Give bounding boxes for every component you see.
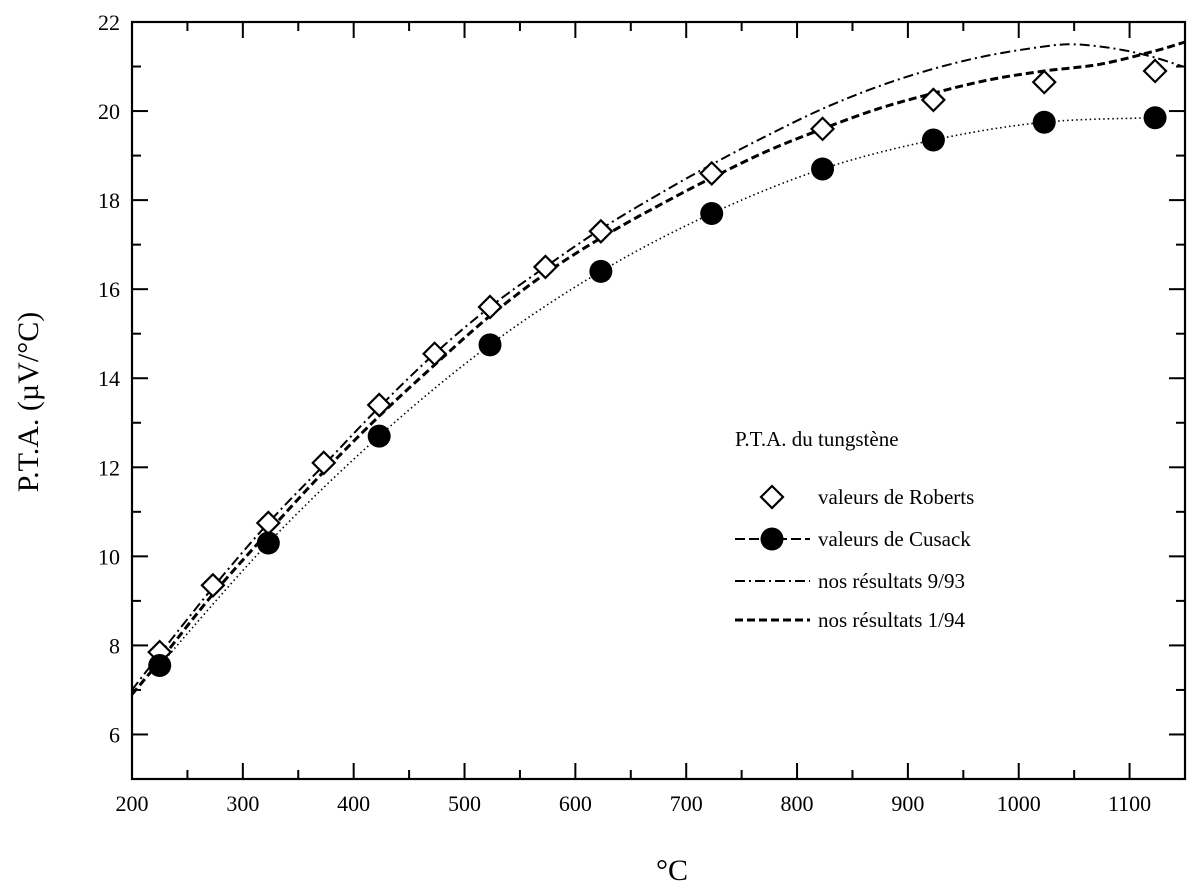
- data-point: [700, 201, 724, 225]
- legend-item: nos résultats 9/93: [735, 569, 965, 593]
- x-tick-label: 500: [448, 791, 481, 816]
- y-tick-label: 22: [98, 10, 120, 35]
- x-tick-label: 1000: [997, 791, 1041, 816]
- data-point: [256, 531, 280, 555]
- legend-swatch-marker: [760, 527, 784, 551]
- data-point: [921, 128, 945, 152]
- legend-label: nos résultats 9/93: [818, 569, 965, 593]
- data-point: [1032, 110, 1056, 134]
- series-line: [159, 116, 1156, 667]
- x-tick-label: 400: [337, 791, 370, 816]
- data-point: [148, 653, 172, 677]
- data-point: [588, 218, 614, 244]
- legend-label: valeurs de Roberts: [818, 485, 974, 509]
- y-tick-label: 10: [98, 544, 120, 569]
- axes: 200 300 400 500 600 700 800 900 1000 1100 6 8 10 12 14…: [98, 10, 1187, 816]
- x-tick-label: 600: [559, 791, 592, 816]
- data-point: [311, 450, 337, 476]
- data-point: [589, 259, 613, 283]
- legend-swatch-marker: [759, 484, 785, 510]
- y-tick-label: 12: [98, 455, 120, 480]
- legend: P.T.A. du tungstène valeurs de Roberts val…: [735, 427, 974, 632]
- y-tick-label: 8: [109, 633, 120, 658]
- y-axis-title: P.T.A. (µV/°C): [12, 312, 45, 492]
- y-tick-label: 20: [98, 99, 120, 124]
- legend-item: nos résultats 1/94: [735, 608, 965, 632]
- legend-item: valeurs de Roberts: [759, 484, 974, 510]
- series-line: [131, 43, 1184, 691]
- series-line-group-1: [159, 116, 1156, 667]
- series-line-group-3: [130, 40, 1186, 696]
- series-markers-0: [147, 58, 1168, 665]
- series-line-group-2: [131, 43, 1184, 691]
- x-tick-label: 800: [781, 791, 814, 816]
- data-point: [920, 87, 946, 113]
- x-tick-label: 300: [226, 791, 259, 816]
- data-point: [477, 294, 503, 320]
- data-point: [699, 160, 725, 186]
- y-tick-label: 6: [109, 722, 120, 747]
- data-point: [1142, 58, 1168, 84]
- series-line: [130, 40, 1186, 696]
- y-tick-label: 14: [98, 366, 120, 391]
- data-point: [1031, 69, 1057, 95]
- y-tick-label: 18: [98, 188, 120, 213]
- legend-item: valeurs de Cusack: [735, 527, 971, 551]
- data-point: [478, 333, 502, 357]
- x-tick-label: 700: [670, 791, 703, 816]
- data-point: [1143, 106, 1167, 130]
- x-tick-label: 1100: [1108, 791, 1151, 816]
- data-point: [367, 424, 391, 448]
- y-tick-label: 16: [98, 277, 120, 302]
- x-tick-label: 900: [891, 791, 924, 816]
- x-axis-title: °C: [656, 854, 688, 887]
- data-point: [811, 157, 835, 181]
- legend-label: valeurs de Cusack: [818, 527, 971, 551]
- legend-label: nos résultats 1/94: [818, 608, 965, 632]
- data-point: [809, 116, 836, 142]
- data-point: [532, 254, 558, 280]
- data-point: [200, 572, 226, 598]
- series-markers-1: [148, 106, 1167, 677]
- series-layer: [130, 40, 1186, 696]
- plot-frame: [130, 20, 1187, 781]
- data-point: [366, 392, 392, 418]
- data-point: [422, 341, 448, 367]
- legend-title: P.T.A. du tungstène: [735, 427, 899, 451]
- x-tick-label: 200: [116, 791, 149, 816]
